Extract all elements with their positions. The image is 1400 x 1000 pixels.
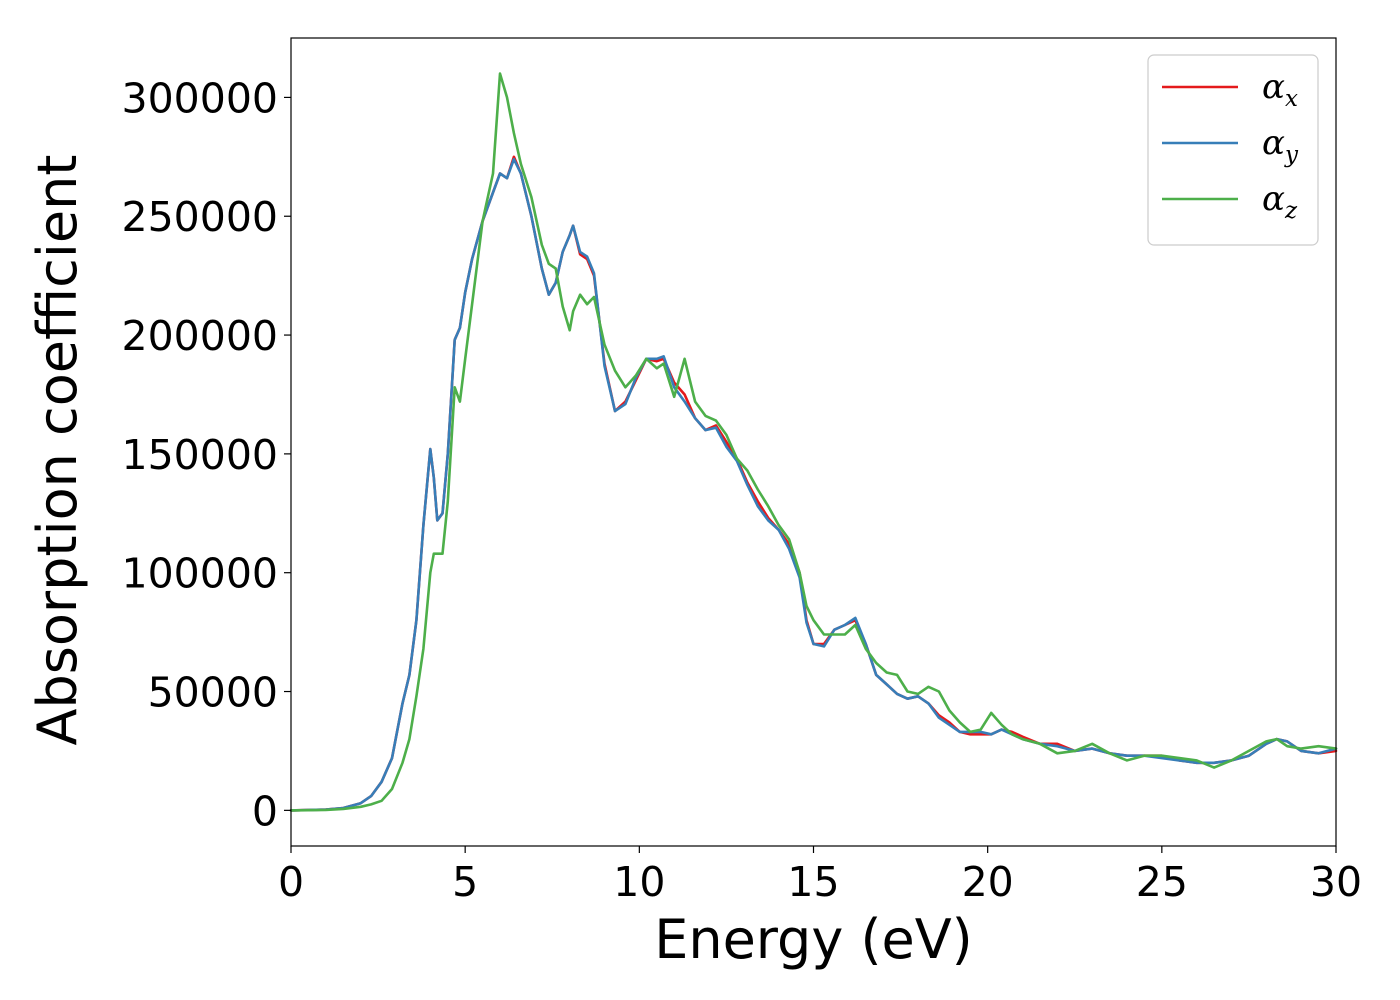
y-axis-title: Absorption coefficient	[26, 155, 89, 746]
y-tick-label: 0	[252, 787, 278, 835]
legend-subscript: z	[1284, 198, 1298, 224]
x-tick-label: 5	[452, 858, 478, 906]
series-layer	[289, 72, 1338, 812]
x-tick-label: 15	[787, 858, 839, 906]
y-tick-label: 50000	[148, 669, 278, 717]
x-tick-label: 30	[1310, 858, 1362, 906]
y-axis: 0 50000 100000 150000 200000 250000 300000	[121, 74, 291, 835]
y-tick-label: 250000	[121, 193, 278, 241]
x-tick-label: 0	[278, 858, 304, 906]
legend-label-z: αz	[1262, 179, 1298, 224]
legend-box	[1147, 54, 1319, 246]
legend-symbol: α	[1262, 123, 1285, 163]
legend-subscript: y	[1284, 142, 1299, 168]
y-tick-label: 100000	[121, 550, 278, 598]
x-axis-title: Energy (eV)	[654, 908, 973, 971]
legend-label-x: αx	[1262, 67, 1298, 112]
y-tick-label: 200000	[121, 312, 278, 360]
y-tick-label: 300000	[121, 74, 278, 122]
x-tick-label: 20	[962, 858, 1014, 906]
x-tick-label: 25	[1136, 858, 1188, 906]
x-tick-label: 10	[613, 858, 665, 906]
legend-label-y: αy	[1262, 123, 1299, 168]
x-axis: 0 5 10 15 20 25 30	[278, 846, 1362, 906]
y-tick-label: 150000	[121, 431, 278, 479]
legend-symbol: α	[1262, 179, 1285, 219]
series-line-z	[289, 72, 1338, 812]
legend-subscript: x	[1285, 86, 1298, 112]
legend-symbol: α	[1262, 67, 1285, 107]
